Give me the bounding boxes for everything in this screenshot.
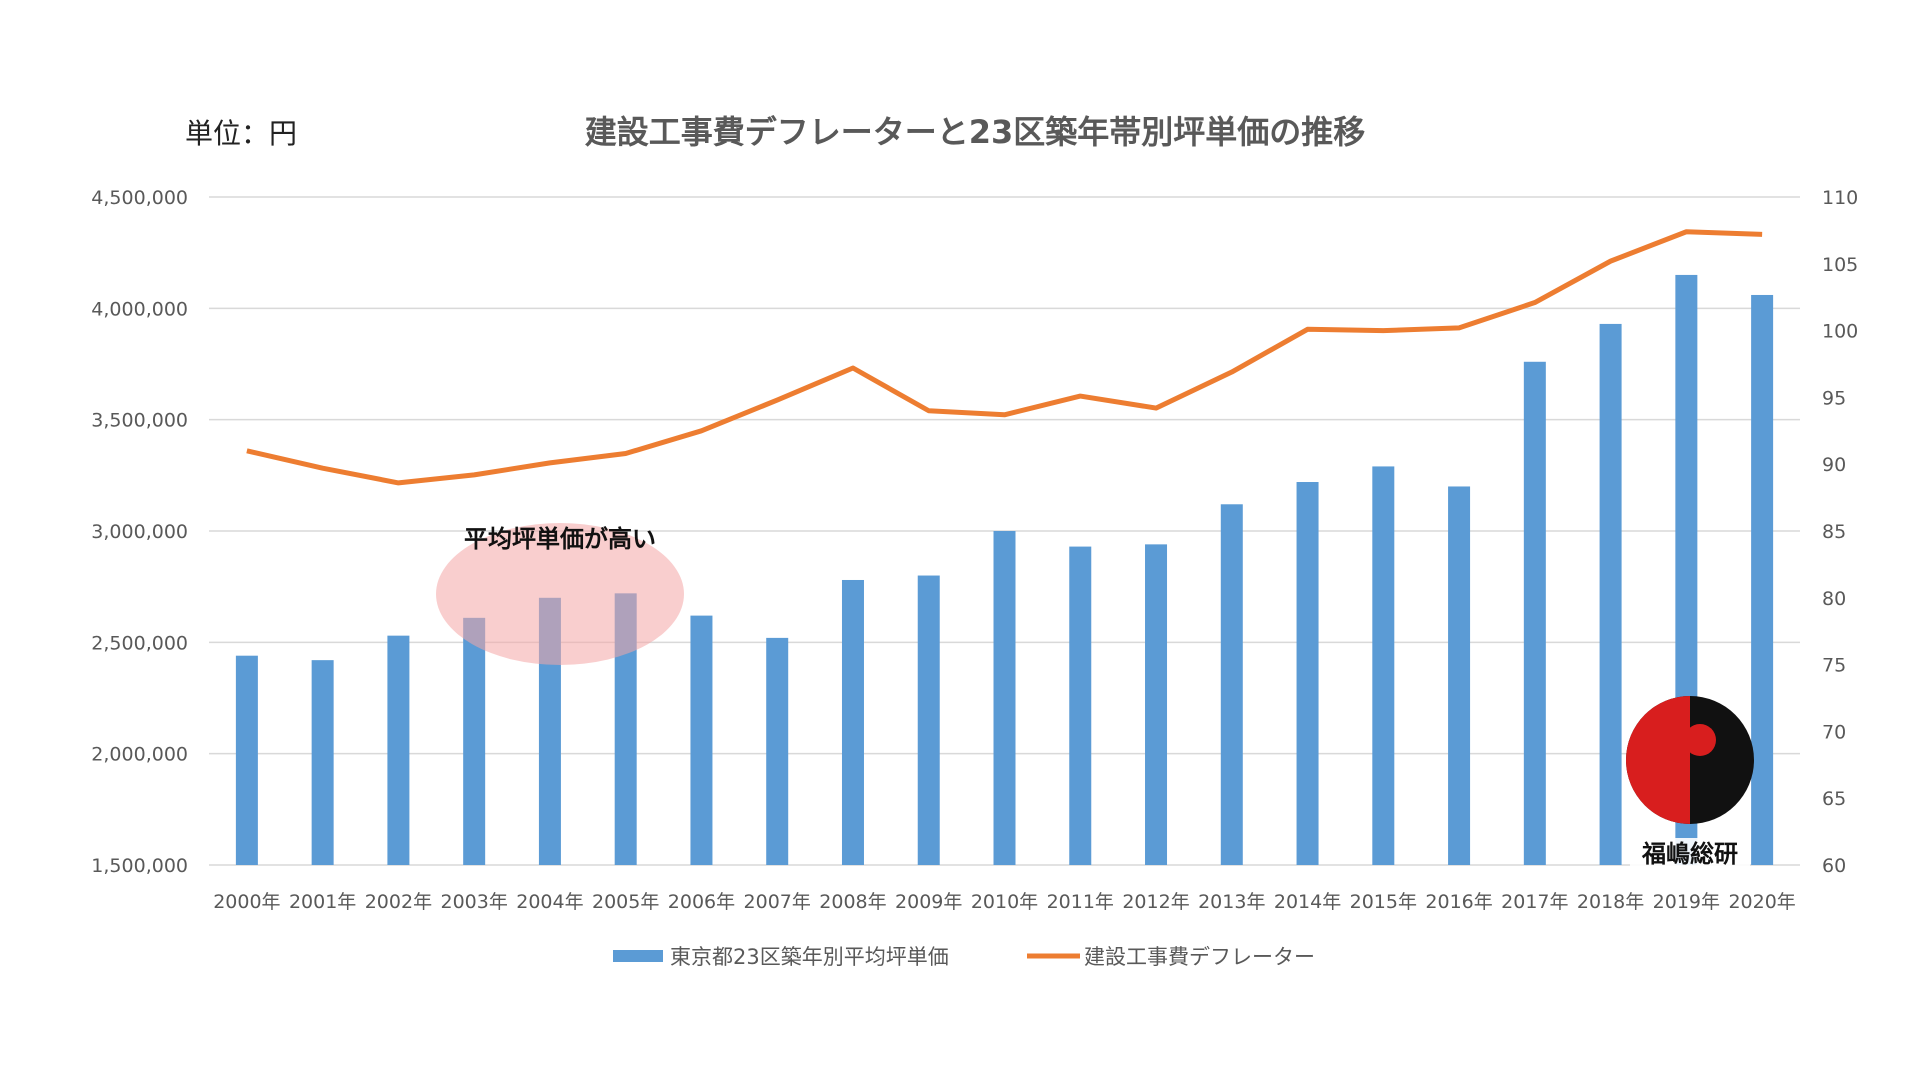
left-tick-label: 4,000,000	[91, 298, 188, 320]
bar	[1220, 504, 1243, 865]
bar	[766, 637, 789, 865]
bar	[993, 531, 1016, 865]
x-tick-label: 2013年	[1198, 891, 1265, 913]
bar	[1448, 486, 1471, 865]
bar	[1296, 482, 1319, 865]
right-tick-label: 75	[1822, 655, 1846, 677]
right-tick-label: 70	[1822, 721, 1846, 743]
bar	[1069, 546, 1092, 865]
bar	[917, 575, 940, 865]
right-tick-label: 60	[1822, 855, 1846, 877]
bar	[1751, 294, 1774, 865]
x-tick-label: 2009年	[895, 891, 962, 913]
right-tick-label: 95	[1822, 387, 1846, 409]
left-tick-label: 4,500,000	[91, 187, 188, 209]
x-tick-label: 2001年	[289, 891, 356, 913]
bar	[1523, 361, 1546, 865]
x-tick-label: 2010年	[971, 891, 1038, 913]
logo-head	[1684, 724, 1716, 756]
right-tick-label: 105	[1822, 254, 1858, 276]
x-tick-label: 2020年	[1728, 891, 1795, 913]
bar	[235, 655, 258, 865]
x-tick-label: 2016年	[1425, 891, 1492, 913]
bar	[1599, 323, 1622, 865]
right-tick-label: 110	[1822, 187, 1858, 209]
x-tick-label: 2003年	[440, 891, 507, 913]
bar	[614, 593, 637, 865]
bar	[841, 579, 864, 865]
annotation-highlight	[436, 523, 684, 665]
right-tick-label: 90	[1822, 454, 1846, 476]
left-tick-label: 3,000,000	[91, 521, 188, 543]
x-tick-label: 2006年	[668, 891, 735, 913]
x-tick-label: 2011年	[1047, 891, 1114, 913]
x-tick-label: 2015年	[1350, 891, 1417, 913]
right-tick-label: 80	[1822, 588, 1846, 610]
x-tick-label: 2019年	[1653, 891, 1720, 913]
legend-label-line: 建設工事費デフレーター	[1084, 945, 1315, 969]
annotation-text: 平均坪単価が高い	[464, 525, 656, 553]
x-tick-label: 2018年	[1577, 891, 1644, 913]
logo-text-bg	[1630, 838, 1750, 868]
left-tick-label: 1,500,000	[91, 855, 188, 877]
legend-label-bars: 東京都23区築年別平均坪単価	[670, 945, 949, 969]
logo-text: 福嶋総研	[1641, 840, 1738, 868]
right-tick-label: 85	[1822, 521, 1846, 543]
left-tick-label: 2,000,000	[91, 744, 188, 766]
x-tick-label: 2017年	[1501, 891, 1568, 913]
logo-red-half	[1626, 696, 1690, 824]
x-tick-label: 2002年	[365, 891, 432, 913]
bar	[311, 660, 334, 865]
right-tick-label: 100	[1822, 321, 1858, 343]
bar	[1372, 466, 1395, 865]
x-tick-label: 2008年	[819, 891, 886, 913]
legend-swatch-bars	[613, 950, 663, 962]
bar	[387, 635, 410, 865]
right-tick-label: 65	[1822, 788, 1846, 810]
left-tick-label: 3,500,000	[91, 410, 188, 432]
x-tick-label: 2000年	[213, 891, 280, 913]
x-tick-label: 2005年	[592, 891, 659, 913]
x-tick-label: 2007年	[744, 891, 811, 913]
left-tick-label: 2,500,000	[91, 632, 188, 654]
bar	[463, 617, 486, 865]
x-tick-label: 2012年	[1122, 891, 1189, 913]
x-tick-label: 2014年	[1274, 891, 1341, 913]
x-tick-label: 2004年	[516, 891, 583, 913]
bar	[1145, 544, 1168, 865]
bar	[690, 615, 713, 865]
unit-label: 単位：円	[185, 117, 298, 150]
chart-title: 建設工事費デフレーターと23区築年帯別坪単価の推移	[585, 113, 1366, 151]
